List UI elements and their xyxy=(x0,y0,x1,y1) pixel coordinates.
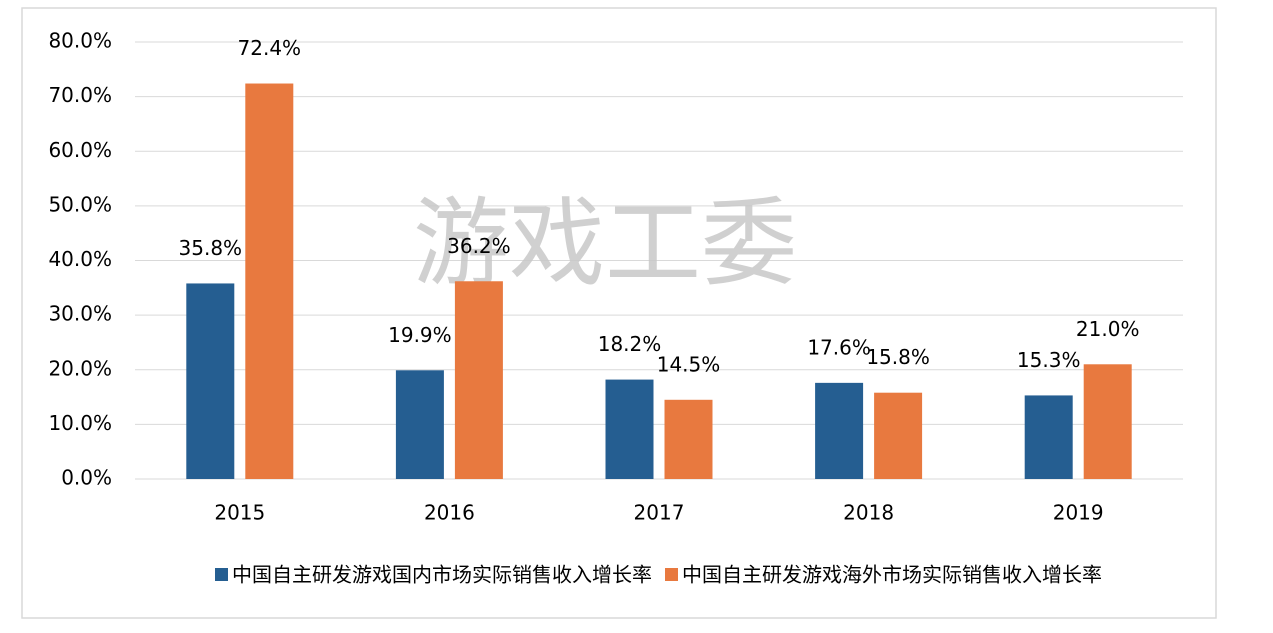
y-tick-label: 30.0% xyxy=(48,302,112,326)
y-tick-label: 0.0% xyxy=(61,466,112,490)
bar xyxy=(454,281,503,479)
value-label: 72.4% xyxy=(238,36,302,60)
value-label: 15.8% xyxy=(866,345,930,369)
x-tick-label: 2016 xyxy=(424,501,475,525)
bar xyxy=(245,83,294,479)
value-label: 15.3% xyxy=(1017,348,1081,372)
value-label: 19.9% xyxy=(388,323,452,347)
legend-label: 中国自主研发游戏海外市场实际销售收入增长率 xyxy=(682,563,1102,587)
bar xyxy=(1024,395,1073,479)
legend-swatch xyxy=(215,568,228,581)
y-tick-label: 40.0% xyxy=(48,247,112,271)
x-tick-label: 2015 xyxy=(214,501,265,525)
y-tick-label: 20.0% xyxy=(48,356,112,380)
bar xyxy=(664,399,713,479)
value-label: 36.2% xyxy=(447,234,511,258)
y-tick-label: 10.0% xyxy=(48,411,112,435)
value-label: 21.0% xyxy=(1076,317,1140,341)
bar xyxy=(395,370,444,479)
bar xyxy=(1083,364,1132,479)
bar xyxy=(874,392,923,479)
y-tick-label: 70.0% xyxy=(48,83,112,107)
x-tick-label: 2019 xyxy=(1053,501,1104,525)
y-tick-label: 60.0% xyxy=(48,138,112,162)
value-label: 35.8% xyxy=(179,236,243,260)
x-tick-label: 2018 xyxy=(843,501,894,525)
value-label: 14.5% xyxy=(657,352,721,376)
value-label: 18.2% xyxy=(598,332,662,356)
y-tick-label: 50.0% xyxy=(48,192,112,216)
legend-label: 中国自主研发游戏国内市场实际销售收入增长率 xyxy=(232,563,652,587)
bar xyxy=(186,283,235,479)
watermark: 游戏工委 xyxy=(413,187,797,299)
y-tick-label: 80.0% xyxy=(48,29,112,53)
value-label: 17.6% xyxy=(807,335,871,359)
legend-swatch xyxy=(665,568,678,581)
x-tick-label: 2017 xyxy=(634,501,685,525)
bar xyxy=(605,379,654,479)
bar xyxy=(815,382,864,479)
